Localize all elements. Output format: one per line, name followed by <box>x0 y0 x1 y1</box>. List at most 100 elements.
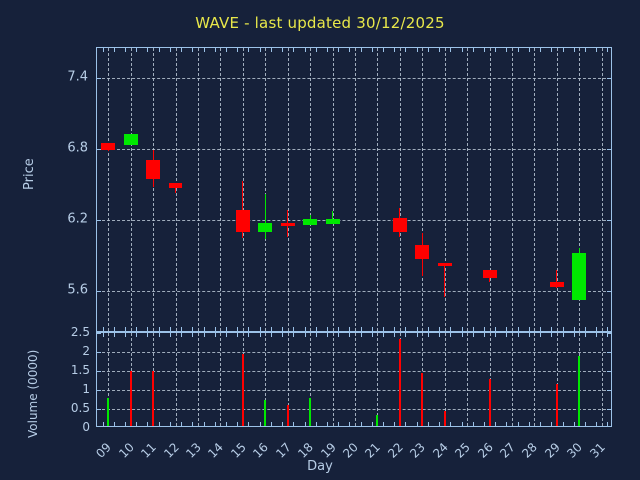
volume-bar <box>488 378 491 426</box>
candle-body <box>123 133 138 146</box>
candle-body <box>437 262 452 266</box>
price-day-gridline <box>287 48 289 331</box>
volume-axis-label: 1 <box>82 382 90 396</box>
volume-day-gridline <box>197 333 199 426</box>
day-minor-tick <box>495 422 497 426</box>
day-minor-tick <box>472 333 474 337</box>
price-plot-area <box>96 47 612 332</box>
day-minor-tick <box>181 422 183 426</box>
price-day-gridline <box>556 48 558 331</box>
day-minor-tick <box>517 48 519 52</box>
chart-title: WAVE - last updated 30/12/2025 <box>195 14 445 32</box>
day-minor-tick <box>405 422 407 426</box>
volume-gridline <box>97 352 611 353</box>
price-axis-label: 7.4 <box>67 69 88 85</box>
price-axis-tick <box>607 220 611 222</box>
day-minor-tick <box>607 333 609 337</box>
day-minor-tick <box>349 48 351 52</box>
volume-axis-tick <box>607 409 611 410</box>
price-day-gridline <box>310 48 312 331</box>
day-minor-tick <box>136 422 138 426</box>
day-minor-tick <box>562 48 564 52</box>
day-minor-tick <box>315 422 317 426</box>
volume-day-gridline <box>512 333 514 426</box>
volume-axis-tick <box>97 333 101 334</box>
day-minor-tick <box>226 422 227 426</box>
price-axis-tick <box>607 77 611 79</box>
day-minor-tick <box>282 327 284 331</box>
day-minor-tick <box>113 422 115 426</box>
volume-bar <box>309 397 312 426</box>
price-day-gridline <box>601 48 603 331</box>
day-minor-tick <box>495 327 497 331</box>
price-gridline <box>97 220 611 222</box>
day-minor-tick <box>125 422 127 426</box>
volume-day-gridline <box>467 333 469 426</box>
day-minor-tick <box>192 48 194 52</box>
day-minor-tick <box>304 422 306 426</box>
day-minor-tick <box>394 333 396 337</box>
day-minor-tick <box>136 327 138 331</box>
volume-axis-label: 0.5 <box>70 401 90 415</box>
day-minor-tick <box>158 422 160 426</box>
volume-bar <box>421 372 424 426</box>
day-minor-tick <box>551 333 553 337</box>
day-minor-tick <box>495 333 497 337</box>
day-minor-tick <box>102 422 104 426</box>
volume-day-gridline <box>332 333 334 426</box>
day-minor-tick <box>147 327 149 331</box>
day-minor-tick <box>584 422 586 426</box>
day-minor-tick <box>439 422 441 426</box>
day-minor-tick <box>192 422 194 426</box>
day-minor-tick <box>349 333 351 337</box>
candle-body <box>392 217 407 233</box>
day-minor-tick <box>147 333 149 337</box>
candle-body <box>146 159 161 179</box>
volume-axis-tick <box>97 409 101 410</box>
price-gridline <box>97 77 611 79</box>
day-minor-tick <box>181 48 183 52</box>
day-minor-tick <box>472 327 474 331</box>
day-minor-tick <box>562 333 564 337</box>
price-day-gridline <box>197 48 199 331</box>
day-minor-tick <box>528 333 530 337</box>
day-minor-tick <box>394 327 396 331</box>
day-minor-tick <box>192 333 194 337</box>
day-minor-tick <box>248 422 250 426</box>
day-minor-tick <box>360 48 362 52</box>
day-minor-tick <box>383 422 385 426</box>
day-minor-tick <box>517 327 519 331</box>
day-minor-tick <box>181 333 183 337</box>
day-minor-tick <box>461 327 463 331</box>
price-axis-title: Price <box>22 158 37 190</box>
volume-day-gridline <box>377 333 379 426</box>
day-minor-tick <box>102 327 104 331</box>
price-day-gridline <box>489 48 491 331</box>
candle-body <box>572 253 587 300</box>
day-minor-tick <box>439 327 441 331</box>
day-minor-tick <box>270 422 272 426</box>
day-minor-tick <box>573 48 575 52</box>
price-day-gridline <box>265 48 267 331</box>
day-minor-tick <box>427 333 429 337</box>
price-axis-tick <box>607 148 611 150</box>
day-minor-tick <box>248 48 250 52</box>
candle-body <box>482 270 497 279</box>
day-minor-tick <box>484 422 485 426</box>
day-minor-tick <box>506 422 508 426</box>
day-minor-tick <box>573 327 575 331</box>
day-minor-tick <box>293 422 295 426</box>
day-minor-tick <box>405 327 407 331</box>
day-minor-tick <box>416 422 418 426</box>
volume-bar <box>152 371 155 426</box>
day-minor-tick <box>147 48 149 52</box>
day-minor-tick <box>169 48 171 52</box>
day-minor-tick <box>125 333 127 337</box>
volume-gridline <box>97 390 611 391</box>
day-minor-tick <box>315 333 317 337</box>
candle-body <box>101 143 116 151</box>
candle-body <box>258 222 273 233</box>
candle-body <box>280 222 295 226</box>
day-minor-tick <box>158 333 160 337</box>
